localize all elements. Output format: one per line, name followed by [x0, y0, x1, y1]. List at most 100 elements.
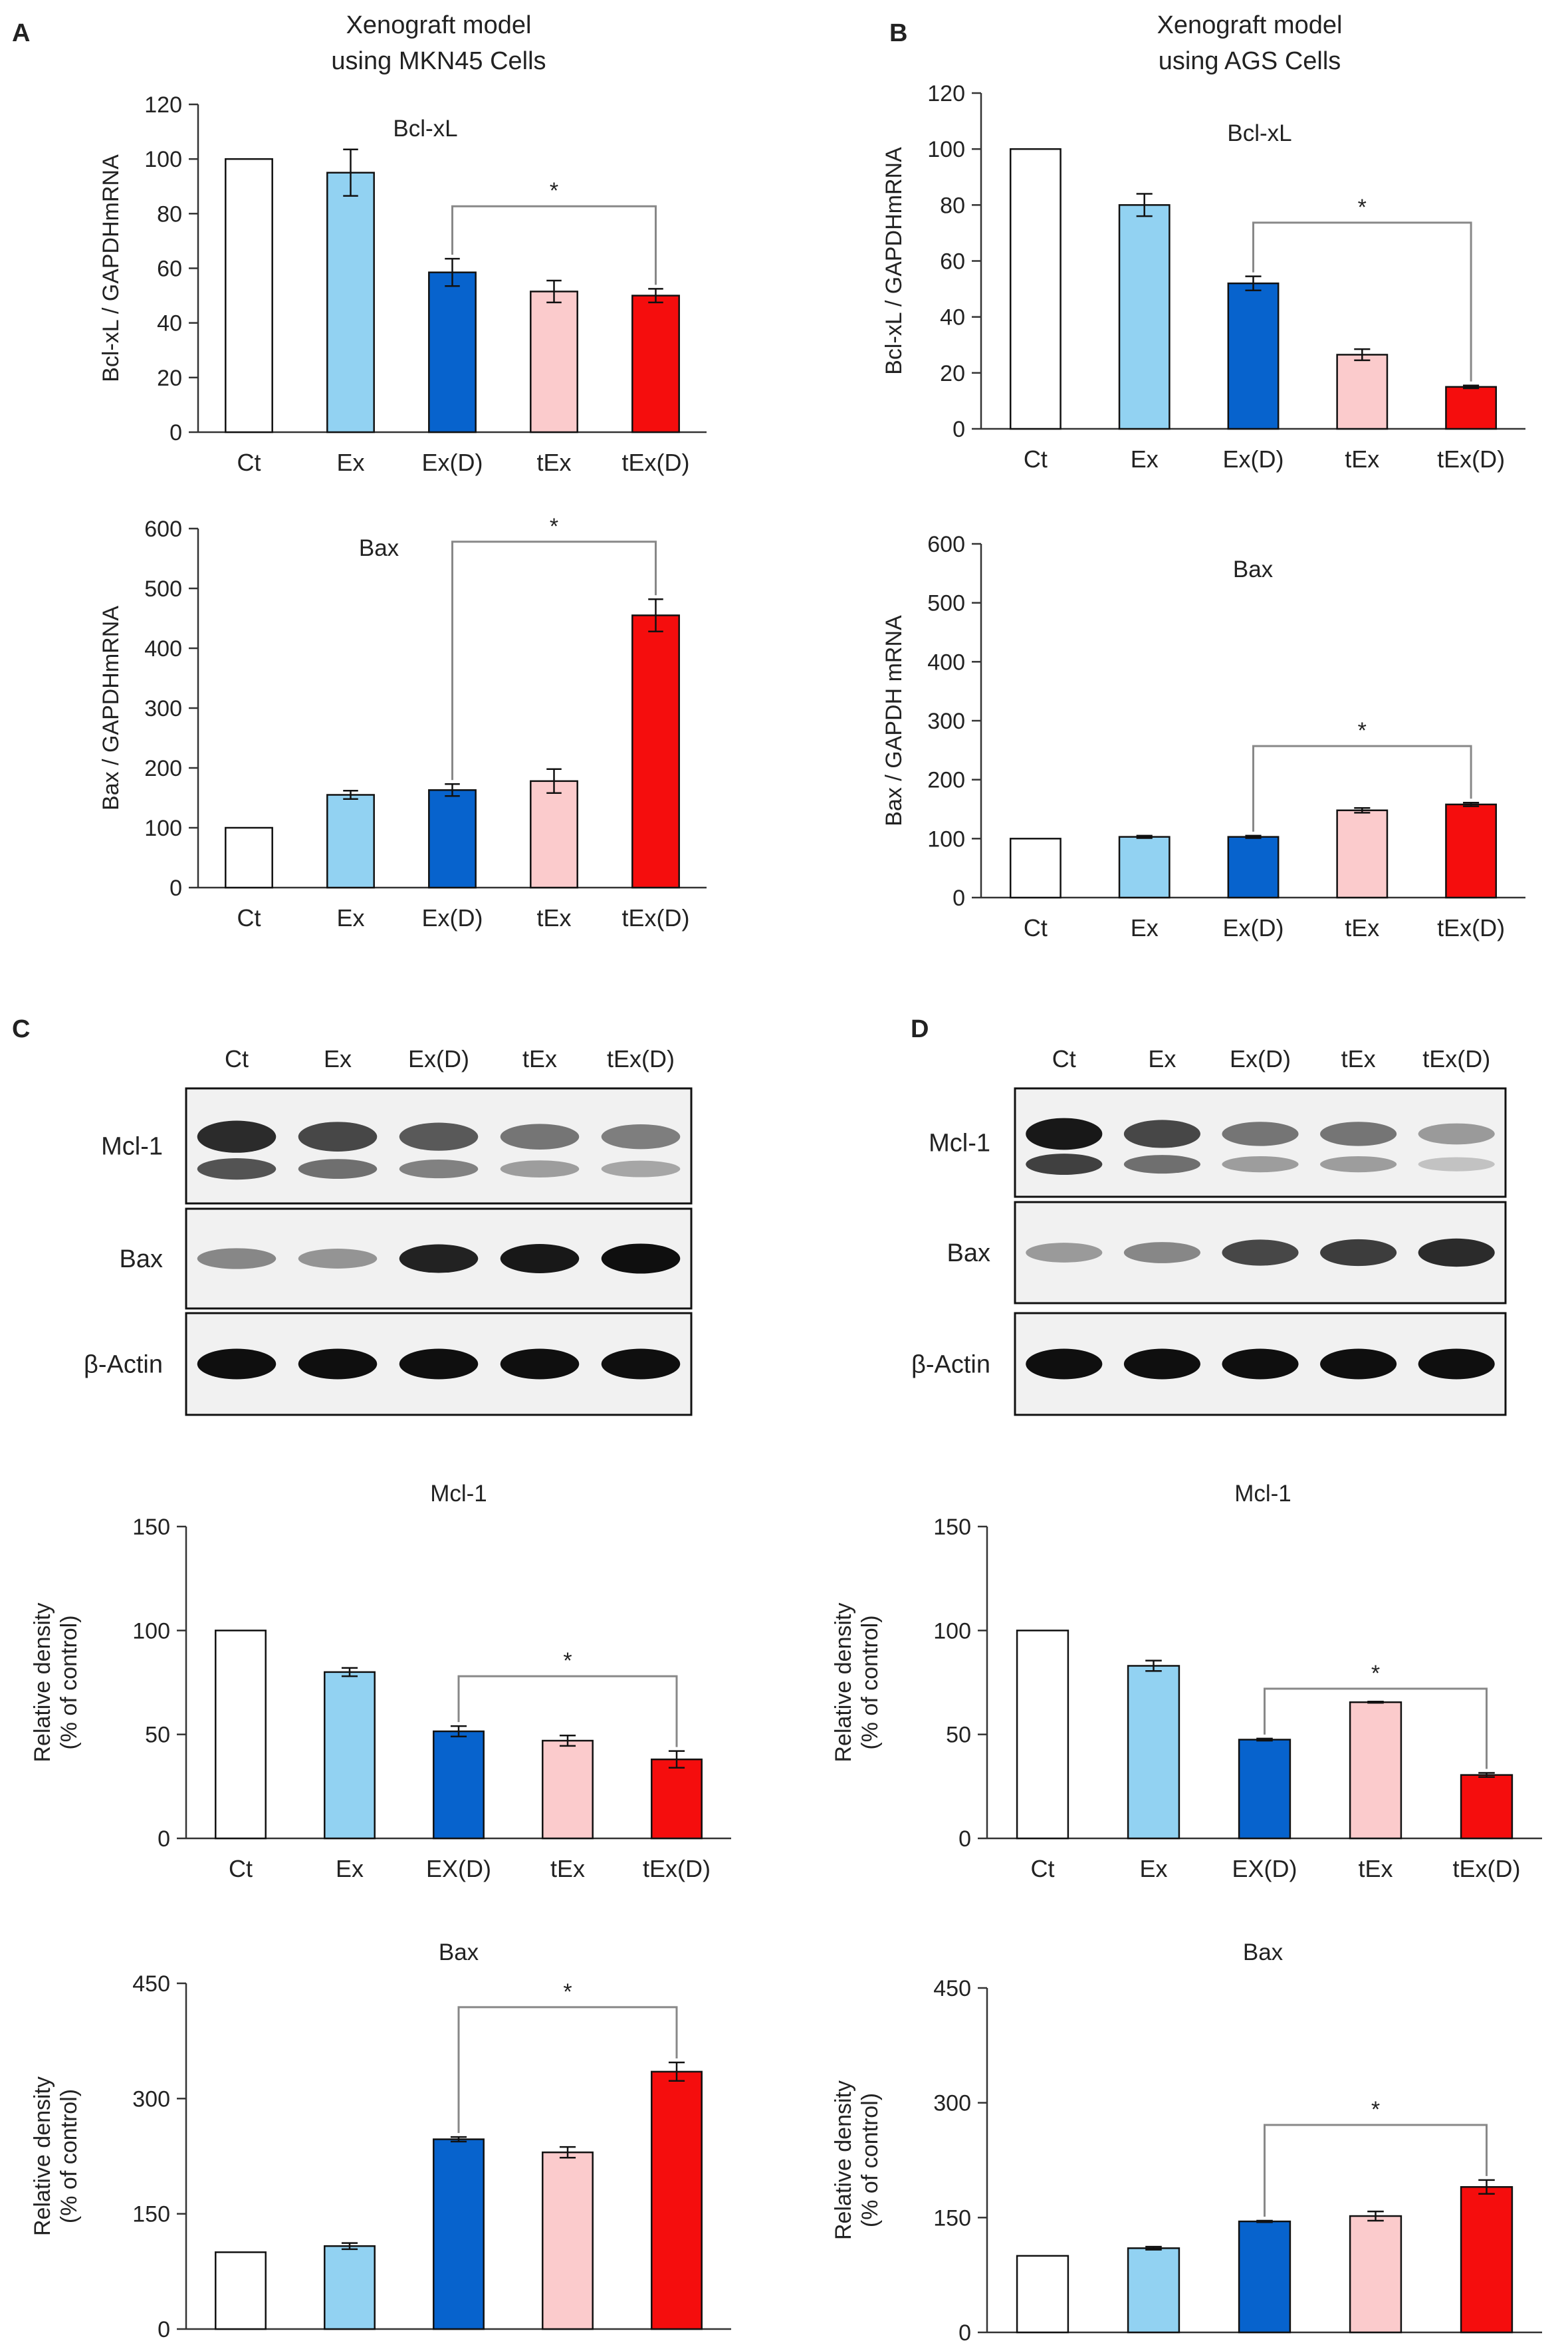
y-tick-label: 600 — [927, 532, 965, 557]
x-tick-label: Ex — [1131, 445, 1159, 473]
y-axis-label: Relative density — [831, 2080, 856, 2240]
blot-lane-label: tEx — [1341, 1045, 1376, 1072]
bar-texd — [631, 614, 680, 889]
bar-exd — [428, 789, 477, 889]
panel-a-header-line2: using MKN45 Cells — [331, 47, 546, 75]
bar-tex — [542, 1739, 594, 1840]
x-tick-label: EX(D) — [426, 2346, 491, 2349]
x-tick-label: Ex — [336, 1855, 364, 1882]
blot-band — [298, 1348, 378, 1380]
blot-band — [500, 1244, 580, 1273]
x-tick-label: Ex(D) — [1223, 914, 1284, 941]
bar-ct — [1009, 838, 1062, 899]
bar-texd — [1460, 1774, 1513, 1840]
y-tick-label: 150 — [933, 2205, 971, 2231]
y-tick-label: 60 — [157, 257, 182, 282]
blot-lane-label: Ex(D) — [408, 1045, 469, 1072]
y-tick-label: 500 — [927, 591, 965, 616]
bar-tex — [530, 291, 578, 433]
blot-band — [1320, 1239, 1397, 1267]
bar-texd — [651, 2070, 703, 2330]
y-tick-label: 120 — [927, 81, 965, 106]
x-tick-label: Ex — [1131, 914, 1159, 941]
blot-band — [601, 1348, 681, 1380]
chart-panel-c-bax: 0 150 300 450 Ct Ex EX(D) tEx tEx(D) * Bax Relative… — [30, 1939, 731, 2349]
bar-ct — [225, 158, 273, 433]
blot-band — [1123, 1242, 1200, 1263]
y-tick-label: 200 — [927, 768, 965, 793]
blot-lane-label: tEx(D) — [607, 1045, 675, 1072]
blot-band — [1418, 1238, 1495, 1267]
y-axis-label: (% of control) — [56, 1615, 82, 1749]
blot-band-faint — [1418, 1157, 1495, 1172]
chart-title: Bax — [439, 1939, 479, 1965]
chart-title: Bax — [359, 535, 399, 561]
bar-ex — [324, 1671, 376, 1840]
significance-star: * — [1358, 195, 1367, 220]
blot-row-label: Mcl-1 — [929, 1130, 990, 1158]
significance-star: * — [1371, 1661, 1380, 1686]
significance-star: * — [550, 178, 558, 203]
bar-tex — [1349, 2215, 1402, 2334]
panel-letter-c: C — [12, 1015, 30, 1043]
chart-title: Bcl-xL — [393, 116, 457, 142]
y-tick-label: 120 — [144, 92, 182, 118]
y-tick-label: 20 — [940, 361, 965, 386]
blot-band-faint — [1320, 1156, 1397, 1173]
bar-exd — [433, 2138, 485, 2330]
blot-lane-label: tEx(D) — [1422, 1045, 1490, 1072]
blot-row-label: Bax — [120, 1245, 163, 1273]
y-tick-label: 200 — [144, 756, 182, 781]
blot-lane-label: Ex — [1148, 1045, 1176, 1072]
bar-exd — [433, 1730, 485, 1840]
panel-a-header-line1: Xenograft model — [346, 11, 532, 39]
blot-band — [500, 1124, 580, 1150]
blot-band — [197, 1348, 277, 1380]
blot-band — [1026, 1348, 1103, 1380]
significance-bracket — [457, 1675, 678, 1747]
significance-bracket — [451, 541, 657, 781]
x-tick-label: Ct — [229, 2346, 253, 2349]
chart-panel-a-bclxl: 0 20 40 60 80 100 120 Ct Ex Ex(D) tEx tEx(D) * Bcl-xL… — [98, 92, 707, 476]
y-axis-label: Bcl-xL / GAPDHmRNA — [881, 147, 907, 375]
blot-row-label: Mcl-1 — [101, 1133, 163, 1161]
bar-texd — [1445, 803, 1498, 899]
bar-tex — [1336, 809, 1389, 899]
significance-star: * — [563, 1648, 572, 1673]
panel-letter-d: D — [911, 1015, 929, 1043]
chart-panel-d-mcl1: 0 50 100 150 Ct Ex EX(D) tEx tEx(D) * Mcl-1 Relativ… — [831, 1481, 1542, 1882]
y-tick-label: 150 — [132, 2202, 170, 2227]
blot-band — [601, 1243, 681, 1274]
significance-star: * — [550, 514, 558, 539]
blot-band — [1123, 1348, 1200, 1380]
bar-texd — [1460, 2186, 1513, 2334]
bar-tex — [1336, 354, 1389, 430]
y-tick-label: 500 — [144, 576, 182, 602]
x-tick-label: tEx(D) — [622, 904, 690, 931]
y-tick-label: 0 — [158, 1826, 170, 1852]
x-tick-label: tEx — [536, 449, 571, 476]
panel-b-header-line1: Xenograft model — [1157, 11, 1343, 39]
chart-panel-a-bax: 0 100 200 300 400 500 600 Ct Ex Ex(D) tEx tEx(D) * Ba… — [98, 514, 707, 931]
blot-band — [399, 1244, 479, 1273]
y-axis-label: Bax / GAPDHmRNA — [98, 606, 124, 810]
chart-panel-d-bax: 0150300450CtExEX(D)tExtEx(D)*BaxRelative… — [831, 1939, 1542, 2346]
blot-band — [1222, 1239, 1299, 1266]
y-tick-label: 0 — [169, 876, 182, 901]
y-tick-label: 100 — [933, 1618, 971, 1644]
bar-ct — [225, 826, 273, 889]
panel-letter-b: B — [889, 19, 907, 47]
y-axis-label: Relative density — [30, 1602, 55, 1762]
x-tick-label: tEx(D) — [643, 2346, 711, 2349]
y-tick-label: 0 — [158, 2317, 170, 2342]
blot-band — [298, 1122, 378, 1152]
y-tick-label: 100 — [927, 137, 965, 162]
chart-title: Bax — [1233, 556, 1274, 582]
x-tick-label: Ct — [1024, 914, 1048, 941]
blot-band-faint — [399, 1160, 479, 1179]
blot-band-faint — [1123, 1155, 1200, 1174]
significance-star: * — [1371, 2097, 1380, 2122]
x-tick-label: tEx — [1345, 445, 1379, 473]
y-tick-label: 80 — [940, 193, 965, 218]
